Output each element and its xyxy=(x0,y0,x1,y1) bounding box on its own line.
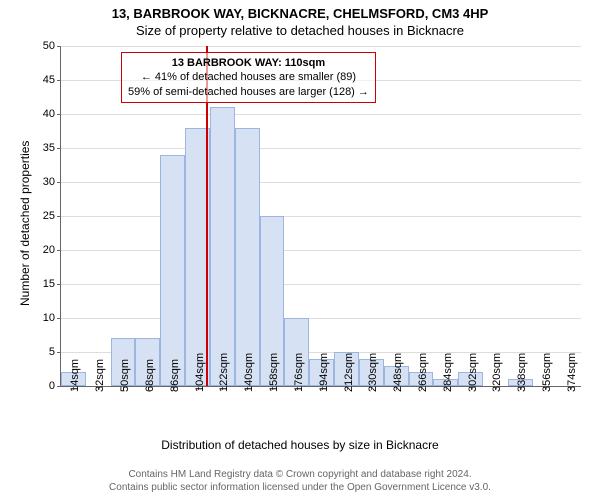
histogram-bar xyxy=(160,155,185,386)
x-tick-label: 68sqm xyxy=(144,359,156,392)
y-axis-label: Number of detached properties xyxy=(18,141,32,306)
x-tick-label: 32sqm xyxy=(94,359,106,392)
grid-line xyxy=(61,148,581,149)
histogram-bar xyxy=(235,128,260,386)
annotation-box: 13 BARBROOK WAY: 110sqm ← 41% of detache… xyxy=(121,52,376,103)
grid-line xyxy=(61,250,581,251)
y-tick-label: 25 xyxy=(43,210,61,222)
grid-line xyxy=(61,182,581,183)
x-tick-label: 104sqm xyxy=(194,353,206,392)
x-tick-label: 248sqm xyxy=(392,353,404,392)
y-tick-label: 15 xyxy=(43,278,61,290)
grid-line xyxy=(61,318,581,319)
footer: Contains HM Land Registry data © Crown c… xyxy=(0,468,600,494)
x-tick-label: 338sqm xyxy=(516,353,528,392)
x-tick-label: 320sqm xyxy=(491,353,503,392)
y-tick-label: 5 xyxy=(49,346,61,358)
y-tick-label: 40 xyxy=(43,108,61,120)
y-tick-label: 0 xyxy=(49,380,61,392)
grid-line xyxy=(61,284,581,285)
y-tick-label: 50 xyxy=(43,40,61,52)
histogram-bar xyxy=(210,107,235,386)
x-tick-label: 266sqm xyxy=(417,353,429,392)
annotation-line3: 59% of semi-detached houses are larger (… xyxy=(128,85,369,99)
page-subtitle: Size of property relative to detached ho… xyxy=(0,21,600,38)
x-tick-label: 122sqm xyxy=(218,353,230,392)
x-tick-label: 374sqm xyxy=(566,353,578,392)
x-tick-label: 356sqm xyxy=(541,353,553,392)
x-tick-label: 14sqm xyxy=(69,359,81,392)
histogram-plot: 0510152025303540455014sqm32sqm50sqm68sqm… xyxy=(60,46,581,387)
x-tick-label: 176sqm xyxy=(293,353,305,392)
footer-line1: Contains HM Land Registry data © Crown c… xyxy=(0,468,600,481)
x-tick-label: 194sqm xyxy=(318,353,330,392)
annotation-line1: 13 BARBROOK WAY: 110sqm xyxy=(128,56,369,70)
x-tick-label: 158sqm xyxy=(268,353,280,392)
x-tick-label: 212sqm xyxy=(343,353,355,392)
grid-line xyxy=(61,216,581,217)
footer-line2: Contains public sector information licen… xyxy=(0,481,600,494)
x-tick-label: 302sqm xyxy=(467,353,479,392)
x-tick-label: 140sqm xyxy=(243,353,255,392)
y-tick-label: 20 xyxy=(43,244,61,256)
x-tick-label: 50sqm xyxy=(119,359,131,392)
x-tick-label: 284sqm xyxy=(442,353,454,392)
x-axis-label: Distribution of detached houses by size … xyxy=(0,438,600,452)
x-tick-label: 230sqm xyxy=(367,353,379,392)
grid-line xyxy=(61,46,581,47)
annotation-line2: ← 41% of detached houses are smaller (89… xyxy=(128,70,369,84)
page-title: 13, BARBROOK WAY, BICKNACRE, CHELMSFORD,… xyxy=(0,0,600,21)
x-tick-label: 86sqm xyxy=(169,359,181,392)
y-tick-label: 30 xyxy=(43,176,61,188)
grid-line xyxy=(61,114,581,115)
y-tick-label: 35 xyxy=(43,142,61,154)
y-tick-label: 10 xyxy=(43,312,61,324)
y-tick-label: 45 xyxy=(43,74,61,86)
